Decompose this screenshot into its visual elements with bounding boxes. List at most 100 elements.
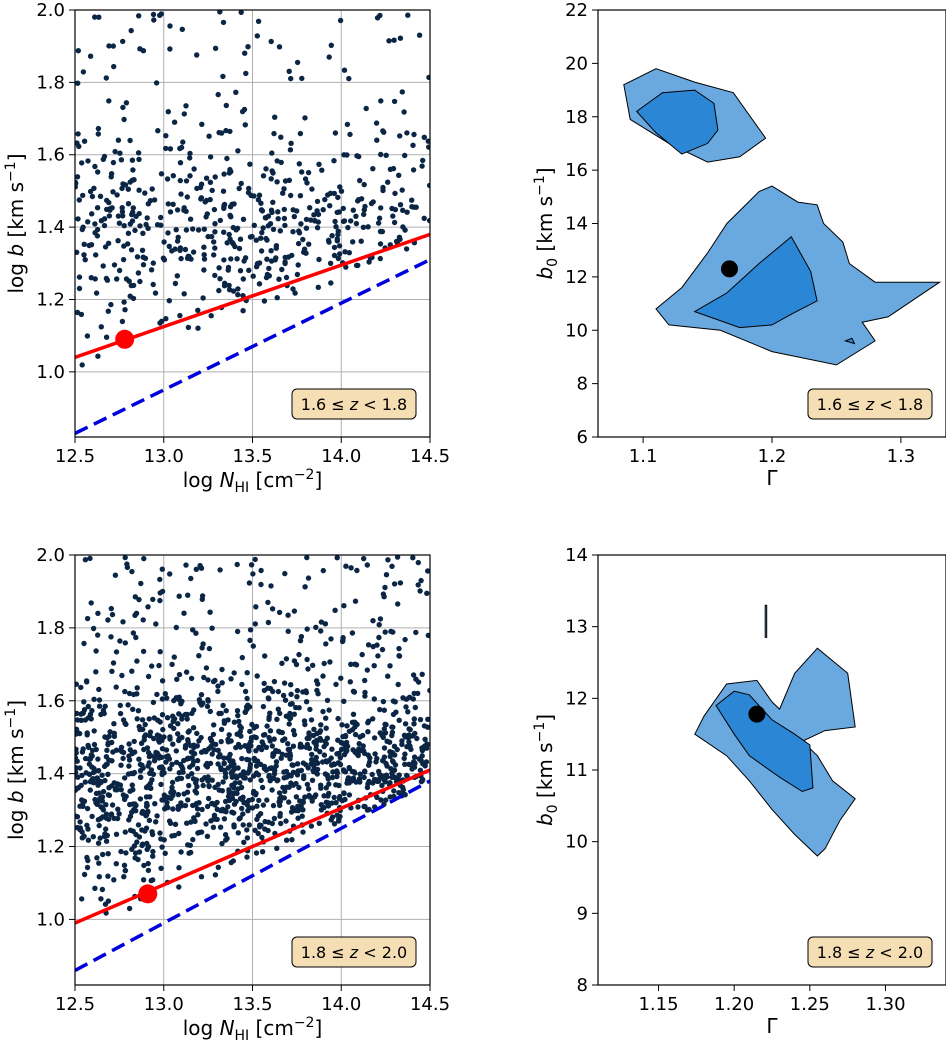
- data-point: [377, 228, 384, 235]
- data-point: [304, 555, 310, 561]
- data-point: [196, 738, 202, 744]
- data-point: [92, 230, 98, 236]
- data-point: [416, 32, 423, 38]
- data-point: [305, 765, 311, 771]
- data-point: [275, 688, 282, 695]
- data-point: [212, 221, 218, 227]
- data-point: [84, 615, 91, 622]
- data-point: [196, 653, 202, 659]
- data-point: [258, 200, 264, 206]
- data-point: [175, 721, 181, 727]
- data-point: [130, 205, 136, 211]
- data-point: [150, 281, 156, 288]
- data-point: [169, 779, 176, 786]
- data-point: [382, 584, 388, 591]
- data-point: [327, 260, 334, 266]
- data-point: [120, 256, 127, 263]
- data-point: [313, 754, 319, 761]
- data-point: [337, 793, 343, 800]
- data-point: [275, 209, 281, 215]
- data-point: [407, 726, 413, 733]
- data-point: [259, 229, 265, 236]
- x-tick-label: 1.2: [758, 446, 787, 467]
- data-point: [321, 743, 327, 750]
- y-tick-label: 1.0: [36, 362, 65, 383]
- data-point: [135, 150, 142, 156]
- data-point: [118, 848, 124, 855]
- data-point: [253, 748, 259, 754]
- data-point: [236, 245, 243, 252]
- data-point: [170, 173, 176, 179]
- data-point: [150, 260, 156, 266]
- data-point: [167, 23, 173, 29]
- data-point: [104, 277, 111, 283]
- data-point: [95, 817, 102, 823]
- data-point: [117, 782, 124, 788]
- data-point: [153, 80, 160, 86]
- data-point: [109, 783, 115, 789]
- data-point: [273, 243, 280, 249]
- data-point: [95, 632, 101, 638]
- data-point: [75, 681, 79, 687]
- data-point: [122, 307, 128, 313]
- data-point: [211, 239, 217, 245]
- data-point: [101, 222, 108, 229]
- data-point: [228, 214, 234, 220]
- data-point: [242, 775, 248, 781]
- y-tick-label: 20: [565, 53, 588, 74]
- data-point: [104, 832, 111, 839]
- data-point: [174, 273, 180, 279]
- data-point: [148, 267, 155, 273]
- data-point: [176, 775, 182, 782]
- data-point: [361, 181, 367, 188]
- y-tick-label: 22: [565, 0, 588, 21]
- data-point: [295, 815, 301, 821]
- data-point: [187, 155, 193, 161]
- data-point: [364, 667, 370, 673]
- data-point: [85, 857, 91, 864]
- data-point: [218, 710, 224, 717]
- data-point: [261, 680, 267, 687]
- data-point: [337, 184, 343, 190]
- data-point: [391, 98, 398, 105]
- data-point: [212, 784, 218, 790]
- data-point: [121, 862, 128, 868]
- data-point: [84, 732, 90, 738]
- data-point: [169, 761, 175, 767]
- data-point: [246, 704, 253, 710]
- data-point: [190, 725, 197, 731]
- data-point: [348, 565, 354, 571]
- data-point: [132, 227, 138, 234]
- data-point: [204, 760, 210, 767]
- data-point: [123, 100, 130, 106]
- data-point: [380, 591, 387, 597]
- data-point: [219, 680, 225, 686]
- data-point: [342, 796, 348, 803]
- data-point: [147, 752, 154, 759]
- data-point: [308, 761, 315, 767]
- data-point: [370, 199, 376, 205]
- data-point: [417, 767, 424, 773]
- data-point: [80, 746, 86, 752]
- data-point: [226, 797, 233, 804]
- data-point: [105, 617, 111, 623]
- data-point: [230, 288, 237, 294]
- data-point: [114, 815, 121, 822]
- data-point: [281, 186, 287, 192]
- data-point: [258, 745, 264, 752]
- data-point: [350, 207, 356, 213]
- data-point: [342, 732, 349, 739]
- data-point: [217, 824, 224, 830]
- data-point: [76, 285, 83, 292]
- data-point: [296, 784, 302, 791]
- data-point: [116, 220, 123, 226]
- data-point: [117, 710, 124, 717]
- data-point: [223, 127, 229, 134]
- data-point: [159, 746, 166, 752]
- data-point: [374, 15, 381, 21]
- data-point: [271, 815, 278, 822]
- data-point: [247, 777, 253, 783]
- data-point: [212, 872, 219, 878]
- data-point: [293, 794, 300, 800]
- data-point: [341, 218, 348, 224]
